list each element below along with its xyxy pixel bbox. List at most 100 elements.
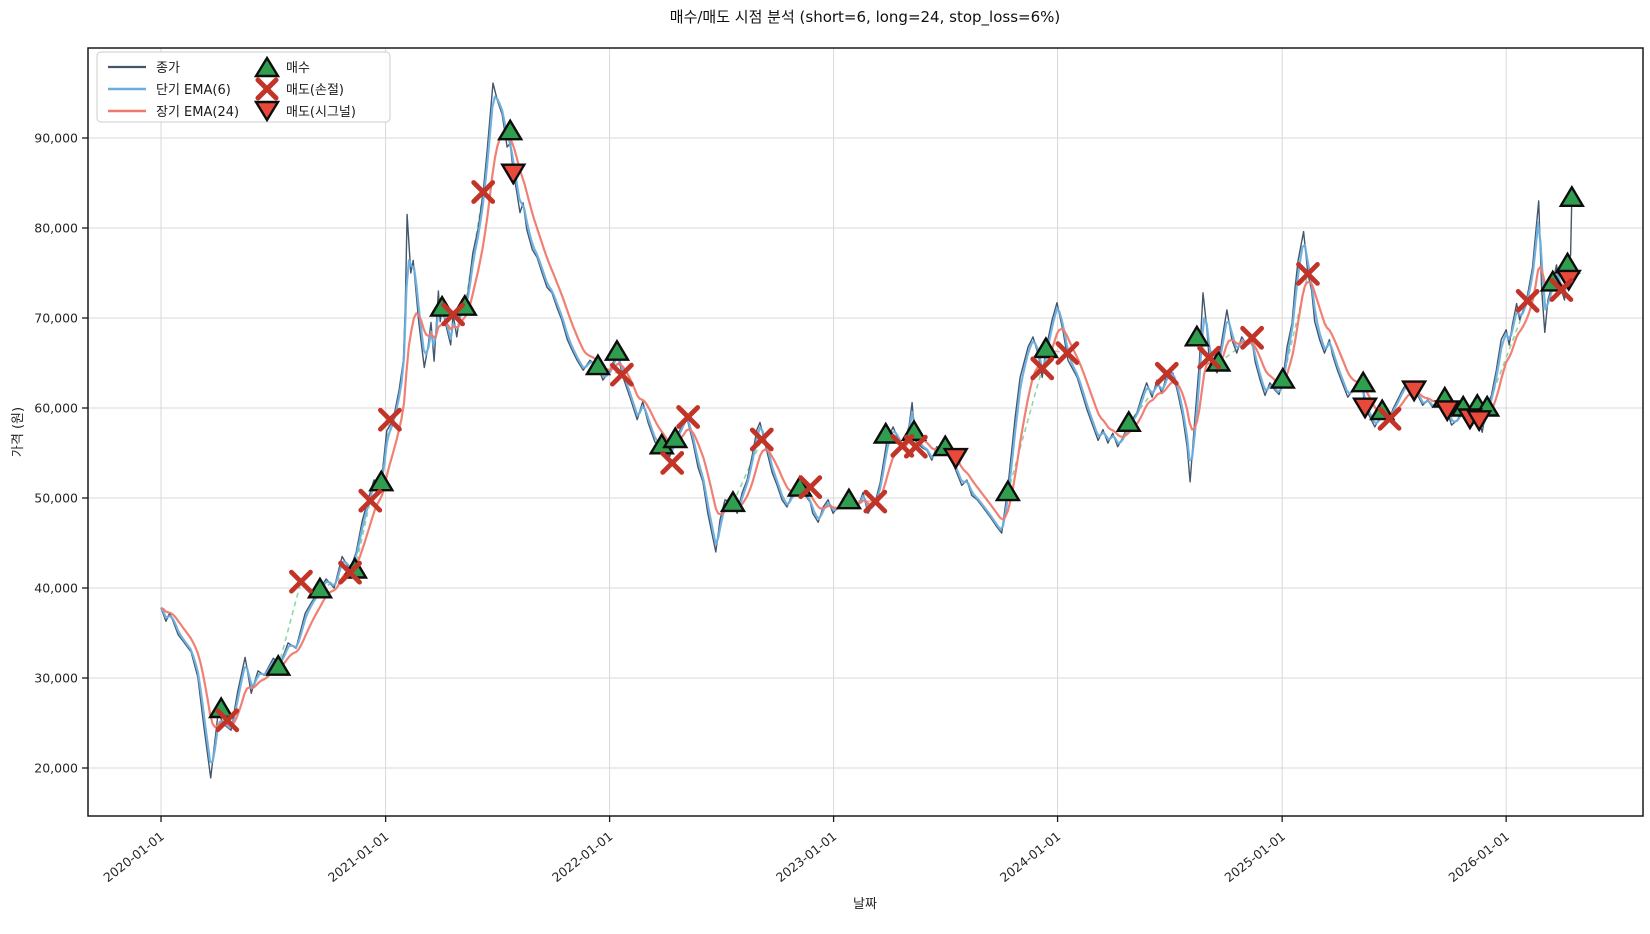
trade-connector [1007, 368, 1044, 493]
close-price-line [160, 82, 1573, 779]
legend: 종가 단기 EMA(6) 장기 EMA(24) 매수 매도(손절) 매도(시그널… [96, 51, 391, 123]
buy-marker [835, 487, 863, 510]
stop-loss-x-stroke [1240, 325, 1265, 350]
y-tick-label: 60,000 [34, 401, 78, 416]
y-tick-label: 80,000 [34, 221, 78, 236]
stop-loss-marker [863, 489, 888, 514]
stop-loss-x-stroke [1377, 406, 1402, 431]
stop-loss-x-stroke [1055, 341, 1080, 366]
x-tick-label: 2024-01-01 [997, 829, 1063, 886]
legend-long-ema-label: 장기 EMA(24) [156, 105, 239, 120]
stop-loss-marker [338, 560, 362, 585]
sell-signal-marker [942, 447, 969, 470]
buy-marker [1554, 251, 1581, 274]
x-tick-label: 2025-01-01 [1222, 829, 1288, 886]
buy-marker [265, 653, 292, 676]
grid-layer [88, 48, 1643, 816]
buy-marker [1032, 336, 1060, 359]
buy-marker [1183, 324, 1210, 347]
stop-loss-marker [378, 407, 402, 432]
stop-loss-x-stroke [441, 302, 466, 327]
stop-loss-marker [903, 434, 928, 459]
legend-buy-triangle-icon [253, 55, 281, 78]
stop-loss-marker [609, 362, 634, 387]
plot-border [87, 47, 1644, 817]
buy-marker [1269, 366, 1296, 389]
x-tick-label: 2022-01-01 [549, 829, 615, 886]
stop-loss-x-stroke [660, 451, 685, 475]
buy-marker [584, 353, 612, 376]
stop-loss-x-stroke [863, 489, 888, 514]
y-axis-label: 가격 (원) [11, 407, 26, 457]
sell-signal-marker [1466, 410, 1493, 433]
stop-loss-x-stroke [676, 405, 701, 429]
legend-stop-loss-label: 매도(손절) [286, 83, 344, 98]
x-tick-label: 2023-01-01 [773, 829, 839, 886]
stop-loss-marker [441, 302, 466, 327]
legend-close-label: 종가 [156, 61, 180, 76]
stop-loss-marker [798, 475, 823, 500]
trade-connector [354, 500, 372, 571]
stop-loss-marker [1030, 356, 1055, 381]
chart-title: 매수/매도 시점 분석 (short=6, long=24, stop_loss… [670, 8, 1060, 27]
stop-loss-marker [1154, 361, 1179, 386]
legend-buy-label: 매수 [286, 61, 310, 76]
x-tick-label: 2020-01-01 [100, 829, 166, 886]
y-tick-label: 70,000 [34, 311, 78, 326]
stop-loss-marker [1549, 278, 1574, 303]
sell-signal-marker [1351, 397, 1379, 420]
stop-loss-marker [1296, 262, 1320, 286]
stop-loss-marker [215, 708, 240, 733]
buy-marker [1115, 409, 1142, 433]
legend-sell-signal-label: 매도(시그널) [286, 105, 356, 120]
stop-loss-marker [358, 488, 383, 513]
buy-marker [497, 118, 524, 141]
x-tick-label: 2021-01-01 [325, 829, 391, 886]
y-tick-label: 30,000 [34, 671, 78, 686]
buy-marker [994, 479, 1021, 502]
trade-connector [732, 439, 763, 504]
stop-loss-x-stroke [609, 362, 634, 387]
sell-signal-marker [1434, 400, 1461, 423]
legend-stoploss-x-icon [255, 77, 279, 101]
stop-loss-x-stroke [215, 708, 240, 733]
stop-loss-x-stroke [1296, 262, 1320, 286]
stop-loss-x-stroke [1154, 361, 1179, 386]
legend-box [96, 51, 391, 123]
stop-loss-marker [1377, 406, 1402, 431]
buy-marker [1558, 184, 1585, 208]
stop-loss-marker [660, 451, 685, 475]
stop-loss-x-stroke [1030, 356, 1055, 381]
sell-signal-marker [500, 163, 527, 186]
stop-loss-marker [289, 569, 313, 594]
buy-marker [719, 490, 747, 513]
legend-sellsignal-triangle-icon [253, 100, 281, 123]
trade-connector-layer [220, 131, 1570, 721]
stop-loss-x-stroke [358, 488, 383, 513]
stop-loss-marker [471, 180, 496, 204]
buy-marker [662, 426, 689, 449]
trade-connector [277, 581, 302, 668]
buy-marker [306, 576, 334, 599]
stop-loss-x-stroke [471, 180, 496, 204]
series-layer [160, 82, 1573, 779]
stop-loss-x-stroke [1515, 289, 1540, 313]
stop-loss-marker [676, 405, 701, 429]
legend-short-ema-label: 단기 EMA(6) [156, 83, 231, 98]
sell-signal-marker [1401, 380, 1428, 403]
x-tick-label: 2026-01-01 [1446, 829, 1512, 886]
buy-marker [1350, 370, 1377, 393]
y-tick-label: 40,000 [34, 581, 78, 596]
y-tick-label: 90,000 [34, 131, 78, 146]
stop-loss-marker [1515, 289, 1540, 313]
stop-loss-x-stroke [903, 434, 928, 459]
stop-loss-marker [1240, 325, 1265, 350]
stop-loss-marker [1055, 341, 1080, 366]
stop-loss-marker [749, 427, 774, 452]
buy-marker [603, 338, 631, 361]
y-tick-label: 50,000 [34, 491, 78, 506]
stop-loss-x-stroke [798, 475, 823, 500]
y-tick-label: 20,000 [34, 761, 78, 776]
